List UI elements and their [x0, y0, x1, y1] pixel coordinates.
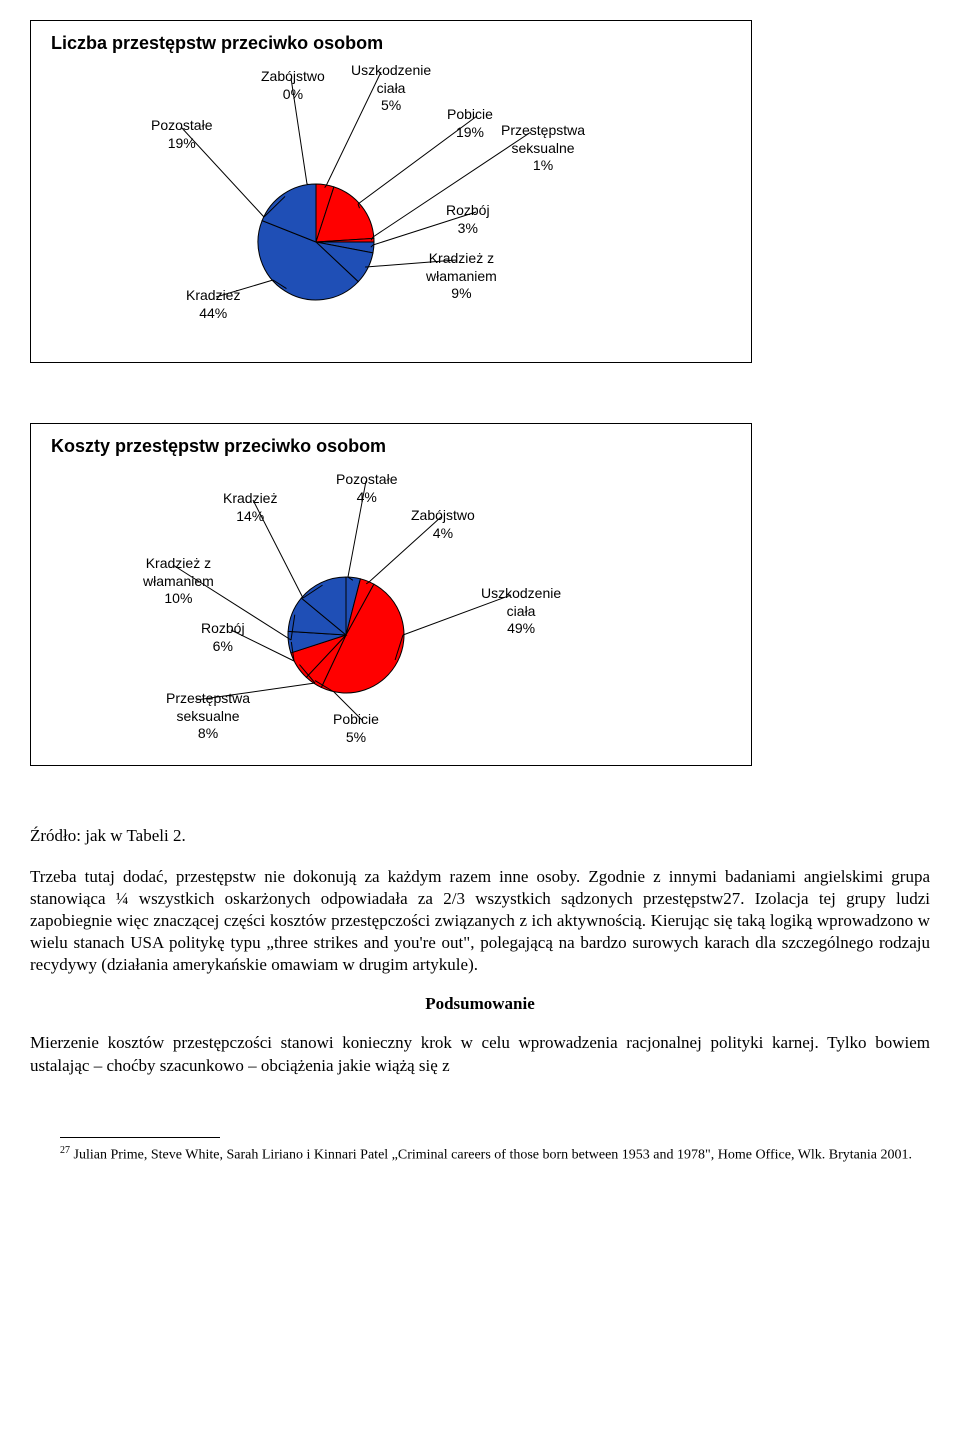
subheading-podsumowanie: Podsumowanie: [30, 994, 930, 1014]
pie-label: Pobicie 19%: [447, 106, 493, 141]
pie-label: Kradzież z włamaniem 9%: [426, 250, 497, 303]
pie-label: Kradzież z włamaniem 10%: [143, 555, 214, 608]
pie-label: Przestępstwa seksualne 1%: [501, 122, 585, 175]
footnote-rule: [60, 1137, 220, 1138]
paragraph-2: Mierzenie kosztów przestępczości stanowi…: [30, 1032, 930, 1076]
pie-label: Uszkodzenie ciała 5%: [351, 62, 431, 115]
pie-label: Zabójstwo 0%: [261, 68, 325, 103]
footnote-27: 27 Julian Prime, Steve White, Sarah Liri…: [60, 1144, 930, 1165]
pie-label: Pozostałe 4%: [336, 471, 397, 506]
pie-label: Rozbój 6%: [201, 620, 245, 655]
pie-label: Kradzież 14%: [223, 490, 277, 525]
chart-box-1: Liczba przestępstw przeciwko osobom Zabó…: [30, 20, 752, 363]
pie-label: Zabójstwo 4%: [411, 507, 475, 542]
pie-label: Rozbój 3%: [446, 202, 490, 237]
chart1-title: Liczba przestępstw przeciwko osobom: [51, 33, 731, 54]
source-line: Źródło: jak w Tabeli 2.: [30, 826, 930, 846]
pie-label: Pobicie 5%: [333, 711, 379, 746]
pie-label: Pozostałe 19%: [151, 117, 212, 152]
chart1-body: Zabójstwo 0% Uszkodzenie ciała 5% Pobicie …: [51, 62, 691, 342]
footnote-text: Julian Prime, Steve White, Sarah Liriano…: [70, 1147, 912, 1162]
pie-label: Uszkodzenie ciała 49%: [481, 585, 561, 638]
pie-label: Przestępstwa seksualne 8%: [166, 690, 250, 743]
paragraph-1: Trzeba tutaj dodać, przestępstw nie doko…: [30, 866, 930, 976]
chart-box-2: Koszty przestępstw przeciwko osobom Pozo…: [30, 423, 752, 766]
pie-label: Kradzież 44%: [186, 287, 240, 322]
chart2-body: Pozostałe 4% Zabójstwo 4% Uszkodzenie ciał…: [51, 465, 691, 745]
chart2-title: Koszty przestępstw przeciwko osobom: [51, 436, 731, 457]
footnote-num: 27: [60, 1145, 70, 1156]
